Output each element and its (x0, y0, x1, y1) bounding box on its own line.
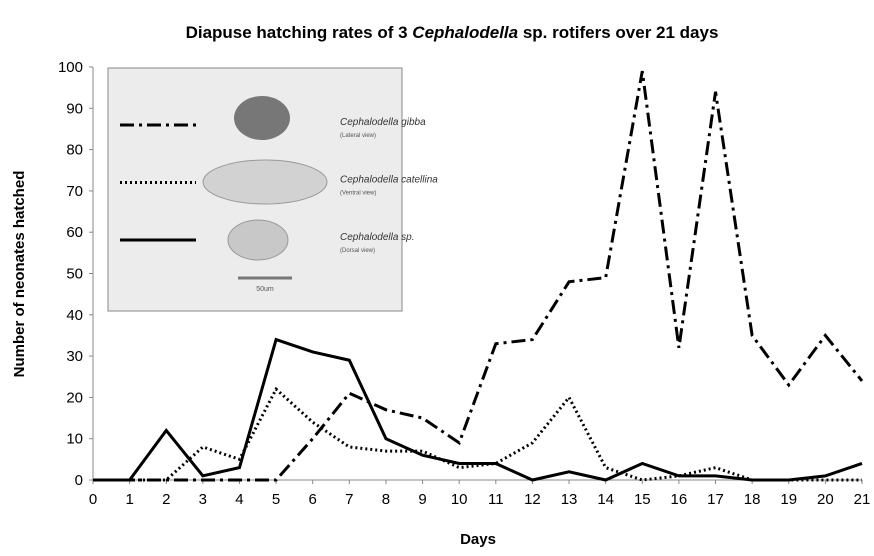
legend: 50um Cephalodella gibba (Lateral view) Cep… (107, 67, 438, 312)
x-tick-label: 14 (597, 491, 614, 508)
scale-bar-label: 50um (256, 286, 274, 293)
y-tick-label: 100 (58, 59, 83, 76)
x-tick-label: 18 (744, 491, 761, 508)
x-tick-label: 15 (634, 491, 651, 508)
x-axis-label: Days (460, 531, 496, 548)
x-tick-label: 11 (488, 491, 504, 508)
x-tick-label: 19 (780, 491, 797, 508)
y-tick-label: 90 (66, 100, 83, 117)
y-tick-label: 70 (66, 183, 83, 200)
y-tick-label: 50 (66, 266, 83, 283)
y-tick-label: 80 (66, 142, 83, 159)
x-tick-label: 12 (524, 491, 541, 508)
chart-title: Diapuse hatching rates of 3 Cephalodella… (186, 23, 719, 42)
series-line (93, 337, 863, 482)
legend-label: Cephalodella catellina (340, 175, 438, 186)
legend-sublabel: (Ventral view) (340, 191, 376, 197)
x-tick-label: 13 (561, 491, 578, 508)
y-tick-label: 10 (66, 431, 83, 448)
rotifer-image (234, 96, 290, 140)
y-tick-label: 0 (75, 472, 83, 489)
x-tick-label: 4 (235, 491, 243, 508)
x-tick-label: 17 (707, 491, 724, 508)
x-tick-label: 7 (345, 491, 353, 508)
x-tick-label: 16 (671, 491, 688, 508)
y-axis-label: Number of neonates hatched (11, 171, 28, 378)
rotifer-image (227, 219, 289, 261)
x-tick-label: 0 (89, 491, 97, 508)
legend-label: Cephalodella gibba (340, 117, 426, 128)
x-tick-label: 21 (854, 491, 871, 508)
x-tick-label: 9 (418, 491, 426, 508)
legend-label: Cephalodella sp. (340, 232, 415, 243)
x-tick-label: 8 (382, 491, 390, 508)
x-tick-label: 3 (199, 491, 207, 508)
x-tick-label: 1 (125, 491, 133, 508)
legend-sublabel: (Dorsal view) (340, 248, 375, 254)
title-part: Diapuse hatching rates of 3 (186, 23, 413, 42)
y-tick-label: 20 (66, 389, 83, 406)
x-tick-label: 10 (451, 491, 468, 508)
y-tick-label: 30 (66, 348, 83, 365)
x-tick-label: 2 (162, 491, 170, 508)
legend-sublabel: (Lateral view) (340, 133, 376, 139)
x-tick-label: 5 (272, 491, 280, 508)
x-tick-label: 20 (817, 491, 834, 508)
series-line (93, 386, 862, 482)
series-line (93, 70, 864, 482)
x-tick-label: 6 (309, 491, 317, 508)
title-part: sp. rotifers over 21 days (518, 23, 718, 42)
title-part: Cephalodella (412, 23, 518, 42)
y-tick-label: 60 (66, 224, 83, 241)
y-tick-label: 40 (66, 307, 83, 324)
rotifer-image (202, 159, 328, 205)
